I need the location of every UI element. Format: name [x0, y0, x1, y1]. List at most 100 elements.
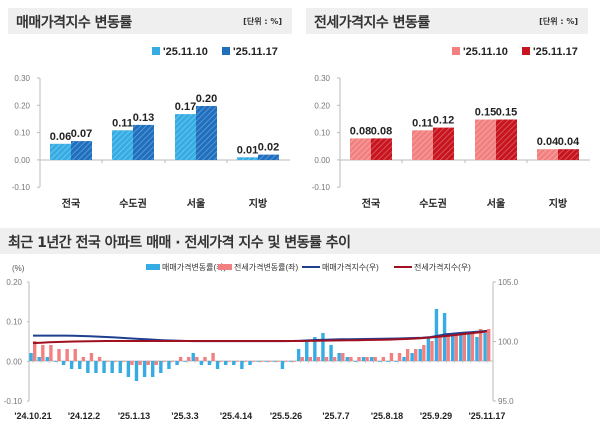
sale-chart-category-label: 서울 — [187, 197, 205, 210]
jeonse-chart-data-label: 0.15 — [496, 107, 517, 119]
trend-chart-title: 최근 1년간 전국 아파트 매매 · 전세가격 지수 및 변동률 추이 — [8, 235, 351, 251]
jeonse-change-bar — [227, 361, 231, 362]
jeonse-change-bar — [114, 361, 118, 362]
trend-chart-header: 최근 1년간 전국 아파트 매매 · 전세가격 지수 및 변동률 추이 — [0, 228, 600, 254]
jeonse-change-bar — [487, 329, 491, 361]
trend-left-axis-unit: (%) — [12, 264, 25, 273]
sale-chart-legend-label: '25.11.17 — [233, 46, 278, 58]
sale-chart-category-label: 수도권 — [119, 198, 147, 210]
sale-chart-bar-hatch — [258, 154, 279, 160]
sale-chart-data-label: 0.20 — [196, 93, 217, 105]
sale-chart-y-tick-label: 0.00 — [14, 156, 30, 165]
sale-change-bar — [232, 361, 236, 365]
jeonse-change-bar — [454, 333, 458, 361]
sale-change-bar — [94, 361, 98, 373]
sale-chart-data-label: 0.13 — [133, 112, 154, 124]
jeonse-change-bar — [414, 349, 418, 361]
sale-chart-data-label: 0.17 — [175, 101, 196, 113]
sale-chart-data-label: 0.02 — [258, 142, 279, 154]
jeonse-chart-y-tick-label: 0.10 — [314, 129, 330, 138]
sale-change-bar — [86, 361, 90, 373]
jeonse-chart-bar-hatch — [412, 130, 433, 160]
sale-chart-category-label: 전국 — [62, 197, 80, 210]
jeonse-change-bar — [195, 357, 199, 361]
jeonse-change-bar — [470, 333, 475, 361]
trend-legend-label: 매매가격변동률(좌) — [162, 262, 227, 272]
sale-change-bar — [361, 357, 366, 361]
sale-change-bar — [305, 341, 309, 361]
sale-chart-legend-swatch — [222, 47, 230, 55]
sale-change-bar — [329, 345, 333, 361]
jeonse-change-bar — [438, 337, 442, 361]
jeonse-chart-y-tick-label: 0.20 — [314, 101, 330, 110]
jeonse-change-bar — [341, 353, 345, 361]
sale-change-bar — [288, 361, 293, 362]
jeonse-change-bar — [41, 345, 45, 361]
sale-change-bar — [240, 361, 244, 369]
sale-change-bar — [69, 361, 74, 369]
jeonse-chart-header: 전세가격지수 변동률 [단위 : %] — [306, 8, 588, 34]
jeonse-chart-bar-hatch — [371, 138, 392, 160]
trend-left-tick-label: -0.10 — [4, 397, 23, 406]
trend-legend-label: 매매가격지수(우) — [322, 262, 379, 272]
jeonse-change-bar — [260, 361, 264, 362]
sale-chart-data-label: 0.11 — [112, 117, 133, 129]
trend-date-label: '24.10.21 — [14, 411, 51, 421]
jeonse-chart-data-label: 0.04 — [537, 136, 559, 148]
sale-change-bar — [410, 353, 414, 361]
sale-change-bar — [29, 353, 33, 361]
jeonse-change-bar — [130, 361, 134, 365]
jeonse-change-bar — [397, 353, 402, 361]
jeonse-change-bar — [251, 361, 256, 362]
jeonse-chart-title: 전세가격지수 변동률 — [314, 15, 430, 31]
jeonse-change-bar — [292, 361, 296, 362]
sale-change-bar — [256, 361, 260, 362]
jeonse-chart-y-tick-label: -0.10 — [312, 183, 331, 192]
jeonse-change-bar — [300, 357, 304, 361]
jeonse-change-bar — [219, 361, 223, 362]
sale-change-bar — [313, 337, 317, 361]
jeonse-change-bar — [430, 341, 434, 361]
jeonse-change-bar — [405, 349, 410, 361]
trend-legend-swatch — [218, 264, 232, 270]
sale-change-bar — [61, 361, 66, 365]
jeonse-change-bar — [243, 361, 248, 362]
jeonse-change-bar — [49, 345, 53, 361]
jeonse-chart-category-label: 수도권 — [419, 198, 447, 210]
sale-chart-bar-hatch — [196, 106, 217, 160]
jeonse-chart-data-label: 0.11 — [412, 117, 433, 129]
sale-change-bar — [321, 333, 325, 361]
trend-legend-label: 전세가격변동률(좌) — [234, 262, 299, 272]
jeonse-change-bar — [203, 357, 207, 361]
jeonse-chart-bar-hatch — [558, 149, 579, 160]
sale-change-bar — [207, 361, 212, 365]
jeonse-change-bar — [235, 361, 240, 362]
jeonse-chart-legend-label: '25.11.10 — [463, 46, 508, 58]
jeonse-change-bar — [178, 357, 183, 361]
sale-chart-data-label: 0.07 — [71, 128, 92, 140]
jeonse-change-bar — [73, 349, 77, 361]
jeonse-chart-data-label: 0.08 — [350, 125, 371, 137]
sale-change-bar — [45, 357, 50, 361]
jeonse-change-bar — [187, 357, 191, 361]
sale-change-bar — [394, 361, 398, 362]
sale-chart-y-tick-label: -0.10 — [12, 183, 31, 192]
trend-date-label: '24.12.2 — [68, 411, 100, 421]
sale-change-bar — [159, 361, 163, 373]
jeonse-change-bar — [268, 361, 272, 362]
jeonse-change-bar — [162, 361, 167, 362]
sale-change-bar — [175, 361, 179, 365]
jeonse-change-bar — [422, 345, 426, 361]
sale-change-bar — [223, 361, 228, 365]
jeonse-chart-y-tick-label: 0.30 — [314, 74, 330, 83]
sale-change-bar — [402, 357, 406, 361]
jeonse-change-bar — [324, 357, 329, 361]
jeonse-change-bar — [478, 329, 483, 361]
sale-change-bar — [459, 333, 463, 361]
jeonse-change-bar — [154, 361, 159, 365]
jeonse-chart-legend-swatch — [452, 47, 460, 55]
jeonse-chart-category-label: 서울 — [487, 197, 505, 210]
sale-change-bar — [475, 337, 479, 361]
sale-change-bar — [167, 361, 171, 369]
trend-date-label: '25.8.18 — [371, 411, 403, 421]
